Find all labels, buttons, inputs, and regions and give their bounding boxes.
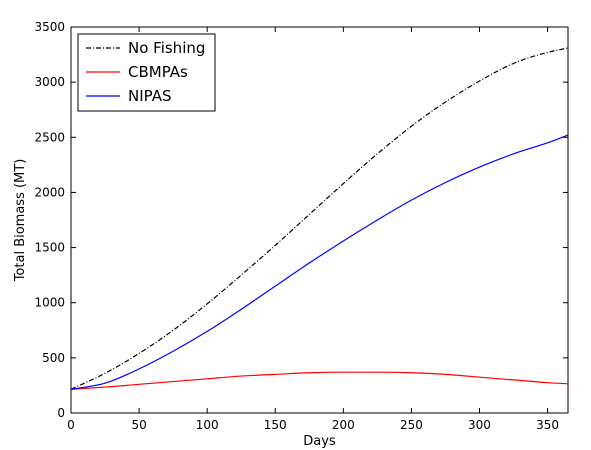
legend: No Fishing CBMPAs NIPAS [77,33,216,112]
x-axis-label: Days [303,434,336,449]
y-tick-label: 0 [57,406,65,420]
series-line-nipas [70,134,569,390]
x-tick-label: 350 [536,418,559,432]
legend-label-no-fishing: No Fishing [128,39,205,57]
legend-label-cbmpas: CBMPAs [128,63,188,81]
x-tick-label: 250 [400,418,423,432]
series-lines [70,47,569,390]
tick-labels: 0 50 100 150 200 250 300 3500500100015002000250… [34,20,559,432]
y-tick-label: 3500 [34,20,65,34]
legend-label-nipas: NIPAS [128,87,172,105]
x-tick-label: 200 [332,418,355,432]
x-tick-label: 0 [67,418,75,432]
x-tick-label: 50 [131,418,146,432]
x-tick-label: 150 [264,418,287,432]
y-tick-label: 2500 [34,130,65,144]
x-tick-label: 100 [196,418,219,432]
y-tick-label: 1500 [34,241,65,255]
series-line-cbmpas [70,371,569,390]
series-line-no-fishing [70,47,569,390]
axis-ticks [70,26,568,414]
y-tick-label: 500 [42,351,65,365]
y-tick-label: 3000 [34,75,65,89]
x-tick-label: 300 [468,418,491,432]
y-axis-label: Total Biomass (MT) [13,159,28,283]
y-tick-label: 1000 [34,296,65,310]
y-tick-label: 2000 [34,185,65,199]
